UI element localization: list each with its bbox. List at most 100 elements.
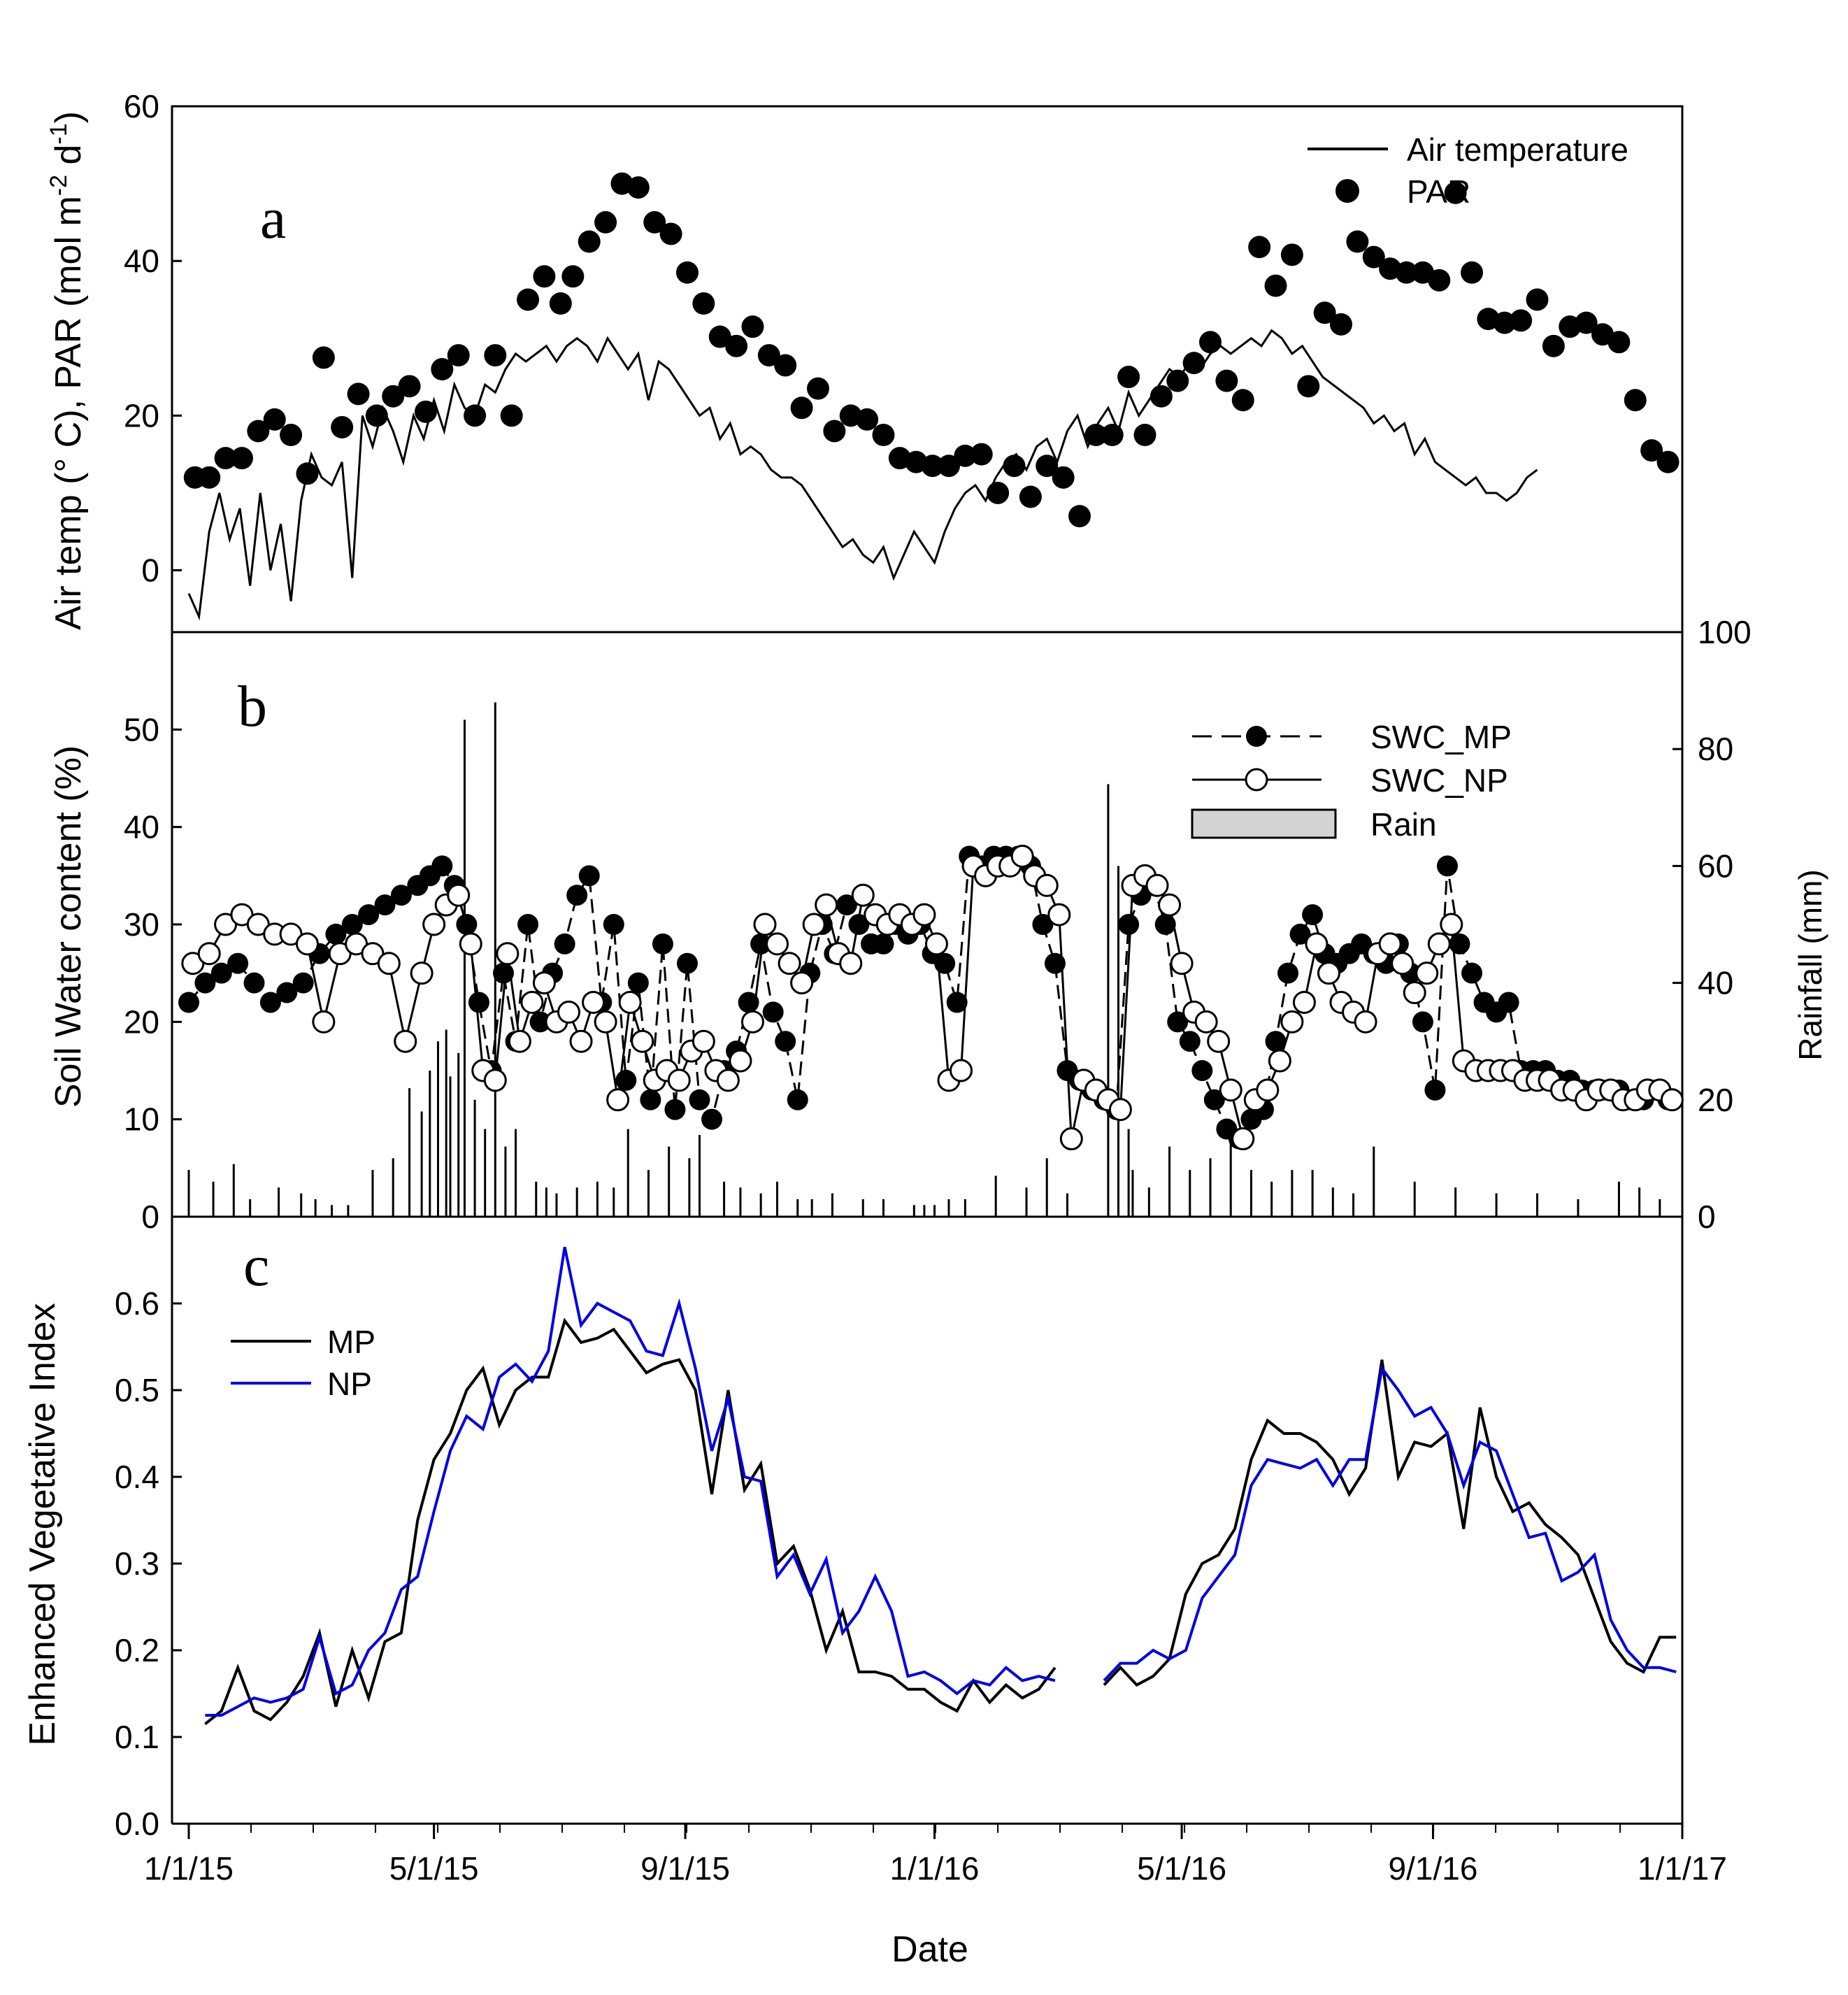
swc-mp-point bbox=[1167, 1011, 1189, 1033]
par-point bbox=[1428, 269, 1451, 292]
legend-swc-mp-label: SWC_MP bbox=[1370, 719, 1512, 755]
legend-air-temperature-label: Air temperature bbox=[1407, 131, 1628, 168]
swc-np-point bbox=[1010, 844, 1034, 868]
par-point bbox=[725, 334, 748, 357]
legend-rain-swatch bbox=[1191, 808, 1337, 839]
evi-np-line bbox=[205, 1246, 1056, 1717]
swc-np-point bbox=[1035, 873, 1059, 897]
swc-np-point bbox=[197, 942, 221, 966]
swc-mp-point bbox=[390, 885, 412, 906]
swc-np-point bbox=[740, 1010, 764, 1034]
legend-mp-label: MP bbox=[327, 1324, 375, 1360]
panel-b-data bbox=[178, 844, 1684, 1151]
swc-np-point bbox=[851, 883, 875, 907]
swc-np-point bbox=[1256, 1078, 1280, 1102]
swc-np-point bbox=[1403, 981, 1426, 1005]
par-point bbox=[1068, 505, 1091, 528]
swc-np-point bbox=[1268, 1049, 1291, 1073]
swc-mp-point bbox=[934, 952, 956, 974]
swc-np-point bbox=[1427, 932, 1451, 956]
panel-c-y-tick-label: 0.4 bbox=[115, 1459, 159, 1495]
swc-np-point bbox=[618, 990, 642, 1014]
swc-np-point bbox=[815, 893, 838, 917]
swc-np-point bbox=[778, 952, 801, 975]
par-point bbox=[1444, 181, 1467, 204]
par-point bbox=[1575, 311, 1598, 334]
x-tick-label: 9/1/15 bbox=[640, 1850, 730, 1887]
par-point bbox=[447, 344, 470, 367]
par-point bbox=[484, 344, 507, 367]
swc-mp-point bbox=[243, 972, 265, 994]
swc-np-point bbox=[410, 961, 434, 985]
swc-mp-point bbox=[358, 904, 380, 926]
swc-mp-point bbox=[259, 992, 281, 1013]
par-point bbox=[937, 455, 960, 478]
par-point bbox=[823, 420, 846, 443]
panel-c-y-tick-label: 0.5 bbox=[115, 1372, 159, 1408]
panel-b-y2-tick-label: 40 bbox=[1698, 965, 1733, 1001]
par-point bbox=[774, 354, 797, 377]
panel-a: a Air temp (° C), PAR (mol m-2 d-1) 0 20 4… bbox=[45, 88, 1684, 634]
swc-mp-point bbox=[750, 933, 772, 954]
par-point bbox=[659, 222, 682, 245]
panel-b-legend: SWC_MP SWC_NP Rain bbox=[1191, 719, 1512, 843]
swc-mp-point bbox=[1191, 1060, 1213, 1081]
swc-mp-point bbox=[1449, 933, 1470, 954]
par-point bbox=[1493, 311, 1516, 334]
evi-mp-line bbox=[1103, 1359, 1677, 1687]
par-point bbox=[1395, 261, 1418, 284]
swc-np-point bbox=[1440, 913, 1463, 936]
swc-mp-point bbox=[554, 933, 575, 954]
par-point bbox=[549, 292, 572, 315]
panel-c-y-tick-label: 0.2 bbox=[115, 1632, 159, 1668]
par-point bbox=[954, 444, 977, 467]
panel-c-y-axis-label: Enhanced Vegetative Index bbox=[22, 1303, 63, 1745]
swc-mp-point bbox=[787, 1089, 808, 1110]
swc-np-point bbox=[631, 1029, 654, 1053]
swc-mp-point bbox=[627, 972, 649, 994]
par-point bbox=[464, 404, 487, 427]
swc-np-point bbox=[520, 990, 544, 1014]
swc-mp-point bbox=[1498, 992, 1519, 1013]
par-point bbox=[1166, 369, 1189, 392]
swc-mp-point bbox=[1265, 1031, 1287, 1052]
swc-mp-point bbox=[517, 914, 539, 935]
swc-np-point bbox=[508, 1029, 531, 1053]
swc-np-point bbox=[496, 942, 520, 966]
panel-b-y2-tick-label: 60 bbox=[1698, 848, 1733, 884]
par-point bbox=[1036, 455, 1059, 478]
swc-mp-point bbox=[456, 914, 478, 935]
panel-b-y-tick-label: 40 bbox=[124, 809, 159, 845]
par-point bbox=[1231, 389, 1254, 412]
panel-a-y-tick-label: 60 bbox=[124, 88, 159, 124]
par-point bbox=[296, 462, 319, 485]
par-point bbox=[1362, 245, 1385, 269]
swc-mp-point bbox=[1424, 1079, 1446, 1101]
par-point bbox=[1346, 230, 1369, 253]
panel-c: c Enhanced Vegetative Index 0.0 0.1 0.2 0.3… bbox=[22, 1217, 1684, 1842]
swc-np-point bbox=[1317, 961, 1340, 985]
swc-np-point bbox=[582, 990, 606, 1014]
panel-c-legend: MP NP bbox=[231, 1324, 375, 1402]
panel-c-y-ticks: 0.0 0.1 0.2 0.3 0.4 0.5 0.6 bbox=[115, 1285, 182, 1842]
panel-c-y-tick-label: 0.0 bbox=[115, 1805, 159, 1842]
par-point bbox=[500, 404, 523, 427]
par-point bbox=[280, 424, 303, 446]
swc-np-point bbox=[377, 952, 401, 975]
par-point bbox=[1182, 352, 1205, 375]
air-temperature-line bbox=[187, 329, 1538, 621]
par-point bbox=[561, 265, 585, 288]
swc-np-point bbox=[1231, 1127, 1255, 1151]
par-point bbox=[1510, 309, 1533, 332]
swc-mp-point bbox=[873, 933, 894, 954]
par-point bbox=[1264, 274, 1287, 297]
swc-mp-point bbox=[676, 952, 698, 974]
swc-mp-point bbox=[1277, 962, 1299, 984]
par-point bbox=[1297, 375, 1320, 398]
panel-b: b Soil Water content (%) Rainfall (mm) 0… bbox=[48, 614, 1828, 1235]
par-point bbox=[1003, 455, 1026, 478]
swc-np-point bbox=[1170, 952, 1194, 975]
swc-np-point bbox=[312, 1010, 336, 1034]
swc-np-point bbox=[1305, 932, 1328, 956]
